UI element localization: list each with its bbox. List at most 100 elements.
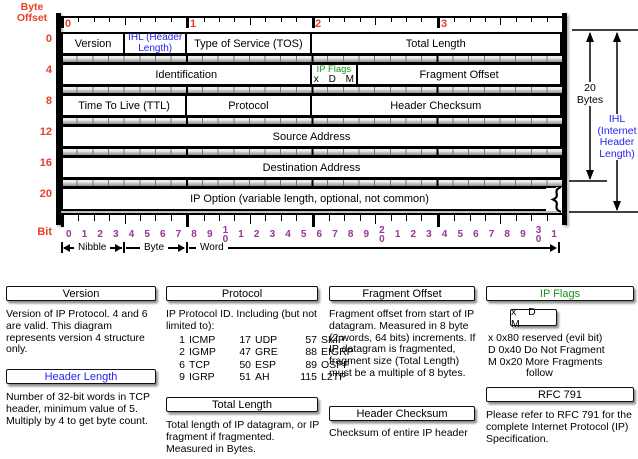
field-ip-option: IP Option (variable length, optional, no… bbox=[190, 193, 429, 205]
ruler-tick bbox=[311, 215, 329, 227]
ruler-tick bbox=[344, 16, 359, 22]
bit-number: 5 bbox=[144, 229, 150, 241]
ruler-tick bbox=[359, 16, 375, 22]
bit-number: 10 bbox=[222, 224, 229, 245]
bit-number: 20 bbox=[379, 224, 385, 245]
field-fragment-offset: Fragment Offset bbox=[419, 68, 499, 81]
bit-number: 5 bbox=[300, 229, 307, 241]
flag-line: follow bbox=[526, 367, 553, 380]
bit-number: 7 bbox=[175, 229, 182, 241]
ruler-tick bbox=[249, 215, 265, 224]
top-byte-number: 0 bbox=[65, 18, 72, 30]
ruler-tick bbox=[93, 16, 109, 22]
field-version: Version bbox=[63, 34, 126, 53]
header-row-4: Identification IP Flags x D M Fragment O… bbox=[61, 63, 562, 86]
bit-number: 3 bbox=[269, 229, 276, 241]
legend-version-title: Version bbox=[6, 286, 156, 301]
row-separator bbox=[61, 86, 562, 94]
ruler-tick bbox=[531, 215, 546, 221]
byte-offset-0: 0 bbox=[45, 33, 52, 45]
legend-protocol-table: 1 ICMP 17 UDP 57 SKIP 2 IGMP 47 GRE 88 EIGRP 6 TCP 5… bbox=[179, 334, 354, 384]
bit-number: 6 bbox=[159, 229, 166, 241]
ruler-tick bbox=[186, 16, 203, 28]
ruler-tick bbox=[234, 16, 249, 22]
ruler-tick bbox=[531, 16, 546, 22]
field-identification: Identification bbox=[63, 65, 312, 84]
bit-number: 5 bbox=[457, 229, 464, 241]
ruler-tick bbox=[436, 215, 454, 227]
bit-number: 4 bbox=[441, 229, 448, 241]
legend-rfc-title: RFC 791 bbox=[486, 387, 634, 402]
byte-offset-8: 8 bbox=[45, 95, 52, 107]
field-ihl: IHL (Header Length) bbox=[125, 32, 188, 53]
byte-offset-4: 4 bbox=[45, 64, 52, 76]
bit-number: 8 bbox=[191, 229, 197, 241]
ruler-tick bbox=[344, 215, 359, 221]
bit-label: Bit bbox=[37, 226, 52, 238]
field-total-length: Total Length bbox=[405, 37, 466, 50]
row-separator bbox=[61, 117, 562, 125]
bit-number: 7 bbox=[332, 229, 338, 241]
bit-ruler-line bbox=[56, 213, 567, 215]
ruler-tick bbox=[469, 16, 485, 22]
ruler-tick bbox=[203, 215, 219, 221]
ruler-tick bbox=[500, 215, 515, 224]
bit-number: 7 bbox=[488, 229, 495, 241]
legend-ip-flags-list: x 0x80 reserved (evil bit) D 0x40 Do Not… bbox=[488, 332, 638, 380]
ruler-tick bbox=[546, 16, 562, 22]
field-source-address: Source Address bbox=[272, 130, 351, 143]
ruler-tick bbox=[421, 215, 436, 221]
scale-bar bbox=[123, 242, 125, 253]
ruler-tick bbox=[93, 215, 109, 221]
legend-rfc-body: Please refer to RFC 791 for the complete… bbox=[486, 409, 632, 445]
legend-version-body: Version of IP Protocol. 4 and 6 are vali… bbox=[6, 308, 148, 356]
ruler-tick bbox=[311, 16, 329, 28]
legend-header-checksum-body: Checksum of entire IP header bbox=[329, 427, 468, 439]
field-destination-address: Destination Address bbox=[262, 161, 361, 174]
ruler-tick bbox=[280, 215, 296, 221]
bit-number: 9 bbox=[206, 229, 213, 241]
ruler-tick bbox=[78, 16, 93, 22]
ruler-tick bbox=[109, 16, 124, 22]
ruler-tick bbox=[328, 16, 344, 22]
bit-number: 1 bbox=[81, 229, 88, 241]
scale-bar bbox=[558, 242, 560, 253]
ruler-tick bbox=[500, 16, 515, 25]
ruler-tick bbox=[454, 16, 469, 22]
legend-total-length-title: Total Length bbox=[166, 397, 318, 412]
ruler-tick bbox=[265, 215, 280, 221]
bit-number: 8 bbox=[347, 229, 354, 241]
ruler-tick bbox=[390, 215, 406, 221]
bit-number: 9 bbox=[520, 229, 526, 241]
byte-offset-12: 12 bbox=[39, 126, 52, 138]
byte-scale-label: Byte bbox=[140, 242, 169, 254]
ruler-tick bbox=[140, 215, 155, 221]
ruler-tick bbox=[375, 16, 390, 25]
top-byte-number: 3 bbox=[441, 18, 448, 30]
ruler-tick bbox=[155, 215, 170, 221]
legend-fragment-offset-body: Fragment offset from start of IP datagra… bbox=[329, 308, 476, 379]
ruler-tick bbox=[78, 215, 93, 221]
header-row-8: Time To Live (TTL) Protocol Header Check… bbox=[61, 94, 562, 117]
ruler-tick bbox=[436, 16, 454, 28]
ruler-tick bbox=[265, 16, 280, 22]
legend-protocol-title: Protocol bbox=[166, 286, 318, 301]
ruler-tick bbox=[515, 215, 531, 221]
legend-fragment-offset-title: Fragment Offset bbox=[329, 286, 475, 301]
scale-bar bbox=[186, 242, 188, 253]
byte-offset-20: 20 bbox=[39, 188, 52, 200]
ruler-tick bbox=[484, 16, 500, 22]
header-row-12: Source Address bbox=[61, 125, 562, 148]
ruler-tick bbox=[421, 16, 436, 22]
variable-length-brace-icon bbox=[546, 186, 562, 213]
bit-number: 30 bbox=[535, 224, 542, 245]
ruler-tick bbox=[390, 16, 406, 22]
legend-header-checksum-title: Header Checksum bbox=[329, 406, 475, 421]
ruler-tick bbox=[280, 16, 296, 22]
ruler-tick bbox=[296, 16, 311, 22]
ruler-tick bbox=[61, 215, 78, 227]
bit-numbers-row: 0 1 2 3 4 5 6 7 8 9 10 1 2 3 4 5 6 7 8 9 20 1 2 3 4 5 6 7 8 9 30 1 bbox=[61, 224, 562, 246]
ruler-tick bbox=[61, 16, 78, 28]
left-edge-line bbox=[56, 13, 61, 225]
right-edge-line bbox=[562, 13, 567, 225]
